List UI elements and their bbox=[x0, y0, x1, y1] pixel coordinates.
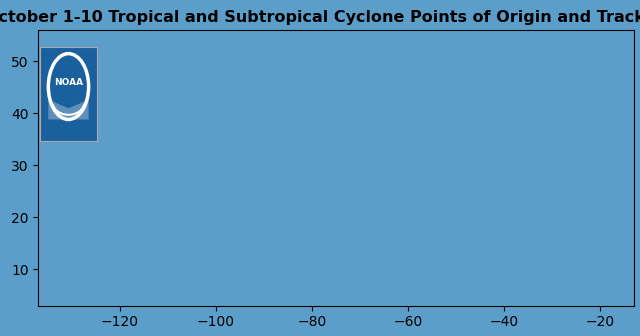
Text: NOAA: NOAA bbox=[54, 78, 83, 87]
Polygon shape bbox=[49, 99, 88, 120]
Text: October 1-10 Tropical and Subtropical Cyclone Points of Origin and Tracks: October 1-10 Tropical and Subtropical Cy… bbox=[0, 10, 640, 25]
FancyBboxPatch shape bbox=[40, 47, 97, 141]
